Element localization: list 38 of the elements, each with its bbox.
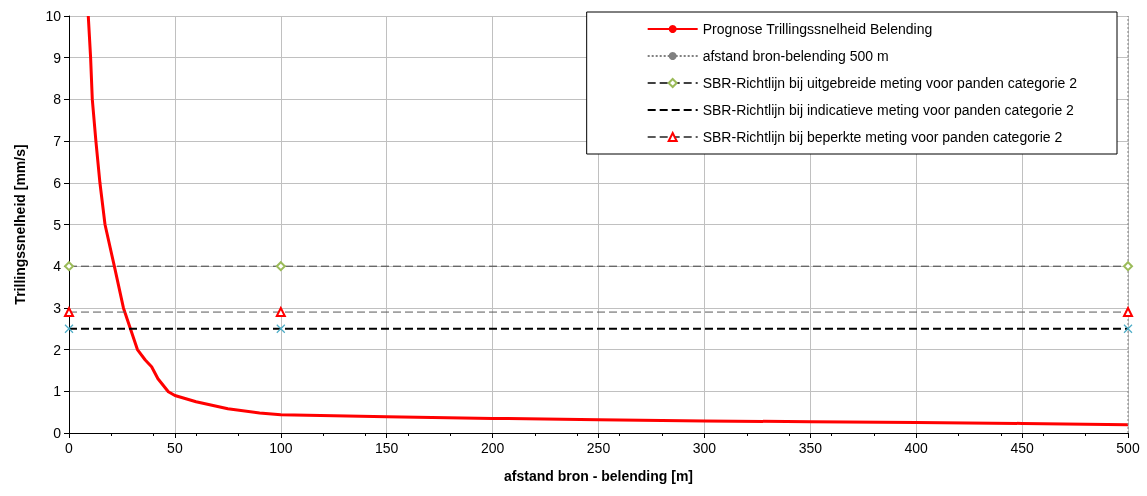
x-tick-label: 0 [65, 440, 74, 456]
line-series [86, 14, 1130, 427]
legend-label: Prognose Trillingssnelheid Belending [702, 21, 933, 37]
y-axis-title: Trillingssnelheid [mm/s] [12, 144, 28, 305]
legend-label: SBR-Richtlijn bij uitgebreide meting voor panden categorie 2 [702, 75, 1078, 91]
x-tick-label: 450 [1010, 440, 1034, 456]
y-tick-label: 8 [53, 91, 62, 108]
point [1123, 324, 1133, 334]
point [1123, 307, 1133, 318]
x-tick-label: 350 [798, 440, 823, 456]
y-tick-label: 6 [53, 174, 62, 191]
point [1123, 261, 1133, 272]
legend-label: SBR-Richtlijn bij indicatieve meting voor panden categorie 2 [702, 102, 1075, 118]
y-tick-label: 3 [53, 299, 62, 316]
y-tick-label: 1 [53, 383, 62, 400]
x-tick-label: 300 [692, 440, 717, 456]
y-tick-label: 5 [53, 216, 62, 233]
y-tick-label: 4 [53, 258, 62, 275]
x-tick-label: 400 [904, 440, 929, 456]
point [64, 261, 74, 272]
y-tick-label: 9 [53, 49, 62, 66]
y-tick-label: 2 [53, 341, 62, 358]
y-tick-label: 10 [45, 8, 62, 24]
x-tick-label: 200 [480, 440, 505, 456]
x-tick-label: 50 [167, 440, 183, 456]
x-tick-label: 150 [375, 440, 399, 456]
point [276, 324, 286, 334]
y-tick-label: 0 [53, 425, 62, 441]
x-axis-title: afstand bron - belending [m] [504, 468, 693, 484]
point [64, 307, 74, 318]
y-tick-label: 7 [53, 133, 62, 150]
legend-label: afstand bron-belending 500 m [702, 48, 889, 64]
x-tick-label: 250 [586, 440, 611, 456]
point [275, 261, 286, 272]
legend-label: SBR-Richtlijn bij beperkte meting voor panden categorie 2 [702, 129, 1063, 145]
x-tick-label: 100 [269, 440, 293, 456]
point [64, 324, 74, 334]
x-tick-label: 500 [1116, 440, 1140, 456]
